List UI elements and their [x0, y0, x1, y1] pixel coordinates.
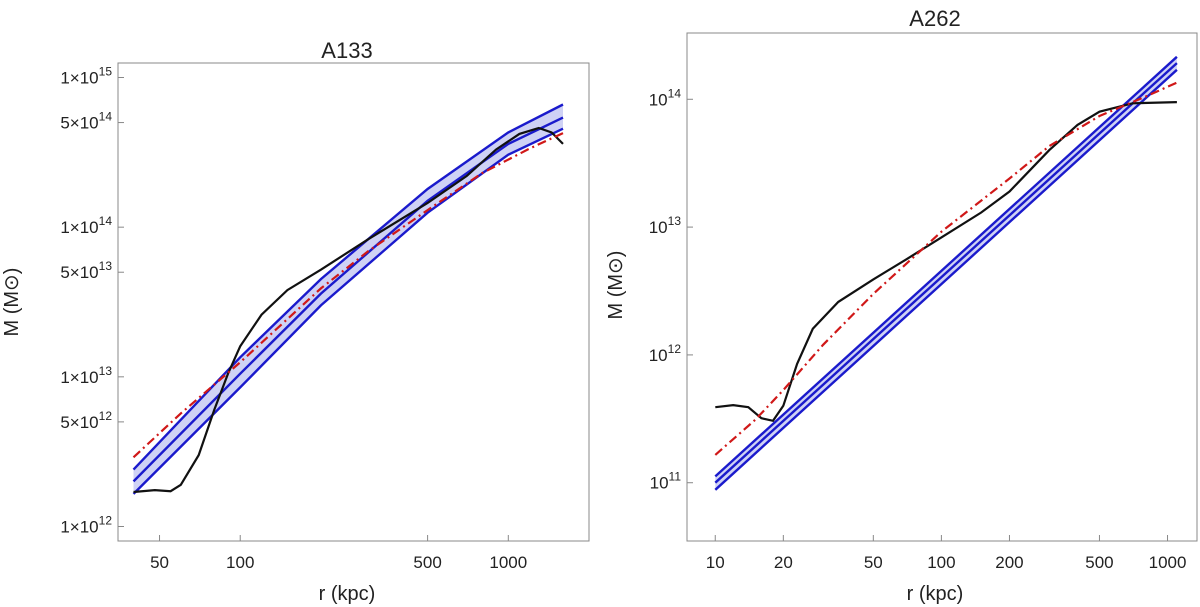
panel-a133: A133 r (kpc) M (M⊙) 50 100 500 1000 1×1012 5×… — [1, 38, 590, 605]
band-upper-line — [132, 103, 564, 471]
series-line-2 — [714, 81, 1178, 456]
y-tick-label: 1×1015 — [60, 65, 112, 88]
y-tick-label: 1012 — [649, 342, 682, 365]
x-axis-label: r (kpc) — [319, 583, 376, 605]
x-tick-label: 50 — [864, 553, 883, 572]
chart-title: A262 — [909, 6, 960, 31]
band-lower-line — [132, 127, 564, 495]
chart-title: A133 — [321, 38, 372, 63]
x-tick-label: 1000 — [1149, 553, 1187, 572]
y-tick-label: 1×1014 — [60, 214, 112, 237]
y-tick-label: 5×1014 — [60, 110, 112, 133]
x-tick-label: 500 — [413, 553, 441, 572]
series-line-1 — [715, 101, 1177, 423]
band-lower-line — [714, 68, 1178, 491]
y-tick-label: 1013 — [649, 214, 682, 237]
y-tick-label: 5×1012 — [60, 409, 112, 432]
x-tick-label: 500 — [1085, 553, 1113, 572]
series-line-2 — [132, 132, 564, 459]
y-tick-label: 1×1012 — [60, 513, 112, 536]
plot-frame — [117, 62, 590, 542]
x-tick-label: 100 — [226, 553, 254, 572]
plot-area — [132, 103, 564, 495]
y-tick-label: 5×1013 — [60, 259, 112, 282]
x-tick-label: 10 — [706, 553, 725, 572]
x-tick-label: 200 — [995, 553, 1023, 572]
series-line-1 — [133, 126, 564, 494]
x-axis-label: r (kpc) — [907, 583, 964, 605]
band-upper-line — [714, 55, 1178, 478]
x-tick-label: 50 — [150, 553, 169, 572]
x-tick-label: 1000 — [489, 553, 527, 572]
y-axis-label: M (M⊙) — [1, 268, 23, 337]
band-middle-line — [714, 62, 1178, 484]
y-tick-label: 1011 — [650, 470, 682, 493]
y-tick-label: 1×1013 — [60, 364, 112, 387]
x-tick-label: 20 — [774, 553, 793, 572]
band-middle-line — [132, 116, 564, 483]
x-tick-label: 100 — [927, 553, 955, 572]
y-axis-label: M (M⊙) — [605, 251, 627, 320]
plot-area — [714, 55, 1178, 491]
y-tick-label: 1014 — [649, 86, 682, 109]
plot-frame — [686, 32, 1198, 542]
panel-a262: A262 r (kpc) M (M⊙) 10 20 50 100 200 500 1000 1… — [605, 6, 1198, 605]
band-fill — [133, 104, 563, 494]
